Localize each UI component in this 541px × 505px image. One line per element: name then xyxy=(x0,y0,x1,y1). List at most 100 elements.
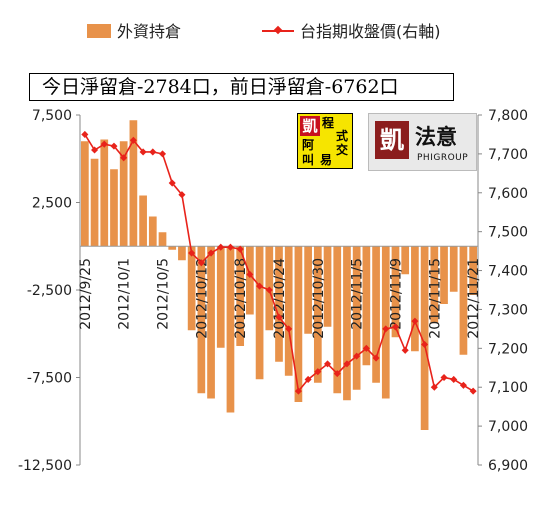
logo2-en: PHIGROUP xyxy=(417,153,469,163)
bar-foreign-position xyxy=(459,246,468,355)
price-point xyxy=(246,270,254,278)
bar-foreign-position xyxy=(119,141,128,247)
x-tick-label: 2012/10/5 xyxy=(156,258,172,330)
price-point xyxy=(411,317,419,325)
right-tick-label: 7,500 xyxy=(488,225,528,241)
price-point xyxy=(236,245,244,253)
bar-foreign-position xyxy=(362,246,371,366)
bar-foreign-position xyxy=(372,246,380,383)
price-point xyxy=(217,243,225,251)
x-tick-label: 2012/10/24 xyxy=(272,258,288,339)
bar-foreign-position xyxy=(401,246,410,275)
bar-foreign-position xyxy=(158,232,167,247)
price-point xyxy=(343,360,351,368)
left-tick-label: -7,500 xyxy=(27,371,72,387)
x-tick-label: 2012/10/30 xyxy=(311,258,327,339)
price-point xyxy=(197,259,205,267)
price-point xyxy=(158,150,167,158)
price-point xyxy=(110,142,118,150)
bar-foreign-position xyxy=(381,246,390,399)
price-point xyxy=(450,375,458,383)
x-tick-label: 2012/9/25 xyxy=(78,258,94,330)
logo1-char: 叫 xyxy=(302,153,315,167)
price-point xyxy=(168,179,176,187)
bar-foreign-position xyxy=(178,246,186,261)
net-position-banner: 今日淨留倉-2784口，前日淨留倉-6762口 xyxy=(29,73,454,101)
bar-foreign-position xyxy=(284,246,293,376)
bar-foreign-position xyxy=(110,169,118,247)
bar-foreign-position xyxy=(187,246,196,331)
bar-foreign-position xyxy=(129,120,138,247)
bar-foreign-position xyxy=(411,246,419,352)
bar-foreign-position xyxy=(197,246,206,394)
bar-foreign-position xyxy=(90,158,99,247)
logo1-char: 交 xyxy=(336,143,349,157)
price-point xyxy=(178,191,186,199)
bar-foreign-position xyxy=(440,246,448,304)
x-tick-label: 2012/11/9 xyxy=(388,258,404,330)
price-point xyxy=(372,354,380,362)
x-tick-label: 2012/10/1 xyxy=(117,258,133,330)
logo1-mark: 凱 xyxy=(300,116,320,136)
x-tick-label: 2012/10/12 xyxy=(194,258,210,339)
legend-swatch-bar xyxy=(87,24,111,38)
price-point xyxy=(382,325,390,333)
price-point xyxy=(81,130,89,138)
right-tick-label: 7,200 xyxy=(488,341,528,357)
bar-foreign-position xyxy=(352,246,361,390)
bar-foreign-position xyxy=(333,246,342,394)
price-point xyxy=(294,387,302,395)
price-point xyxy=(129,136,137,144)
bar-foreign-position xyxy=(420,246,429,430)
logo1-char: 阿 xyxy=(302,138,315,152)
bar-foreign-position xyxy=(391,246,400,338)
bar-foreign-position xyxy=(216,246,225,348)
price-point xyxy=(314,368,322,376)
price-point xyxy=(391,323,400,331)
price-point xyxy=(285,325,293,333)
right-tick-label: 6,900 xyxy=(488,458,528,474)
price-point xyxy=(353,352,361,360)
bar-foreign-position xyxy=(139,195,147,247)
logo1-char: 易 xyxy=(320,153,333,167)
x-tick-label: 2012/10/18 xyxy=(233,258,249,339)
price-point xyxy=(207,249,215,257)
bar-foreign-position xyxy=(430,246,439,324)
logo1-char: 程 xyxy=(322,116,335,130)
price-point xyxy=(120,154,128,162)
legend-swatch-line xyxy=(262,24,294,38)
bar-foreign-position xyxy=(294,246,303,402)
price-point xyxy=(265,286,273,294)
price-point xyxy=(469,387,477,395)
bar-foreign-position xyxy=(313,246,322,383)
logo-phigroup: 凱 法意 PHIGROUP xyxy=(368,113,477,171)
left-tick-label: 7,500 xyxy=(32,108,72,124)
price-point xyxy=(324,360,332,368)
price-point xyxy=(304,375,312,383)
right-tick-label: 7,400 xyxy=(488,264,528,280)
legend-label-bar: 外資持倉 xyxy=(117,22,182,41)
price-point xyxy=(188,249,196,257)
right-tick-label: 7,700 xyxy=(488,147,528,163)
bar-foreign-position xyxy=(148,216,157,247)
bar-foreign-position xyxy=(81,141,89,247)
bar-foreign-position xyxy=(255,246,264,380)
left-tick-label: -2,500 xyxy=(27,283,72,299)
price-point xyxy=(333,370,341,378)
price-point xyxy=(226,243,234,251)
right-tick-label: 7,100 xyxy=(488,380,528,396)
legend-label-line: 台指期收盤價(右軸) xyxy=(300,22,441,41)
x-tick-label: 2012/11/5 xyxy=(350,258,366,330)
bar-foreign-position xyxy=(275,246,283,362)
price-point xyxy=(430,383,438,391)
logo1-char: 式 xyxy=(336,129,349,143)
bar-foreign-position xyxy=(226,246,235,413)
bar-foreign-position xyxy=(323,246,332,327)
price-point xyxy=(401,346,409,354)
bar-foreign-position xyxy=(207,246,215,399)
price-point xyxy=(149,148,157,156)
price-point xyxy=(91,146,99,154)
price-point xyxy=(362,344,370,352)
